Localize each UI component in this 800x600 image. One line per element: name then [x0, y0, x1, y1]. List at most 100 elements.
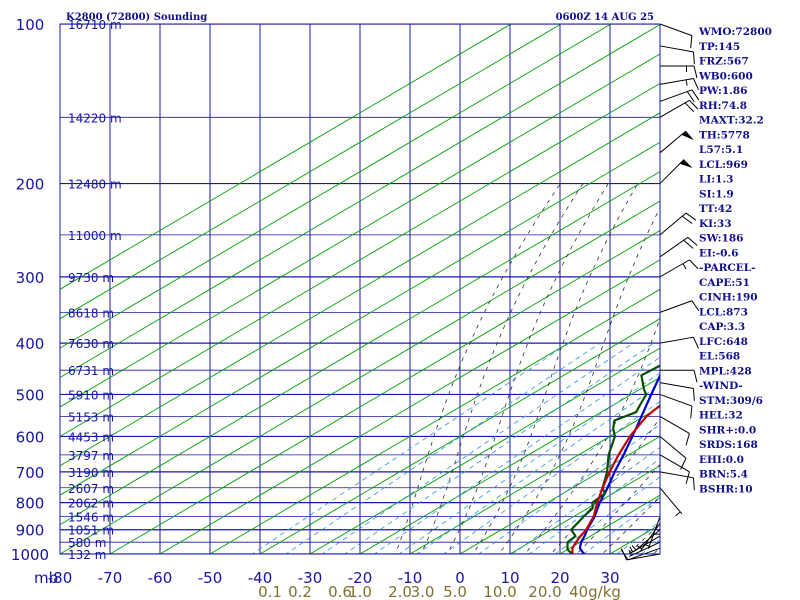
mixing-ratio-label: 10.0 [483, 583, 516, 600]
wind-barb [659, 454, 690, 484]
height-label: 9730 m [68, 271, 114, 285]
isotherm-line [409, 406, 660, 554]
wind-barb [659, 45, 695, 65]
mixing-ratio-line [442, 401, 660, 554]
mixing-ratio-label: 0.6 [328, 583, 352, 600]
barb-flag [689, 99, 699, 110]
sounding-profiles [566, 364, 660, 554]
isotherm-line [60, 24, 512, 290]
barb-staff [659, 300, 693, 313]
isotherm-line [60, 200, 660, 554]
moist-adiabat-line [601, 496, 660, 554]
isotherm-line [459, 435, 660, 554]
temperature-label: 20 [550, 569, 569, 587]
height-label: 7630 m [68, 337, 114, 351]
adiabat-lines [251, 183, 660, 554]
isotherm-line [60, 24, 612, 349]
mixing-ratio-line [285, 342, 601, 554]
mixing-ratio-label: 2.0 [388, 583, 412, 600]
barb-flag [690, 406, 693, 419]
wind-barb [659, 236, 698, 258]
barb-staff [659, 23, 693, 37]
index-item: TH:5778 [699, 129, 750, 141]
mixing-ratio-line [477, 424, 660, 554]
mixing-ratio-labels: 0.1 0.2 0.61.0 2.03.0 5.0 10.0 20.0 40g/kg [258, 583, 621, 600]
barb-staff [659, 45, 694, 53]
mixing-ratio-line [511, 446, 660, 554]
barb-half-flag [631, 545, 637, 551]
barb-pennant [681, 130, 694, 141]
wind-barb [659, 159, 693, 184]
temperature-label: -70 [98, 569, 123, 587]
barb-flag [690, 35, 693, 48]
barb-flag [620, 549, 629, 561]
height-labels: 16710 m 14220 m 12480 m 11000 m 9730 m 8618 m… [68, 18, 122, 562]
barb-flag [691, 300, 700, 312]
index-item: BRN:5.4 [699, 469, 748, 481]
wind-barb [659, 259, 699, 278]
wind-barb [631, 529, 661, 552]
isotherm-line [309, 347, 660, 554]
height-label: 11000 m [68, 229, 122, 243]
wind-barb [636, 522, 661, 552]
barb-staff [659, 454, 690, 473]
index-item: -WIND- [699, 380, 743, 392]
index-item: LCL:969 [699, 159, 748, 171]
height-label: 2062 m [68, 497, 114, 511]
height-label: 5153 m [68, 410, 114, 424]
barb-staff [626, 553, 661, 561]
barb-flag [693, 65, 698, 79]
index-item: PW:1.86 [699, 85, 747, 97]
mixing-ratio-line [321, 342, 634, 554]
height-label: 580 m [68, 536, 106, 550]
isotherm-line [509, 465, 660, 554]
pressure-label: 900 [16, 522, 45, 540]
pressure-label: 100 [16, 16, 45, 34]
isotherm-line [209, 288, 660, 554]
barb-staff [659, 436, 687, 459]
temperature-label: 10 [500, 569, 519, 587]
index-item: BSHR:10 [699, 483, 753, 495]
wind-barb [659, 300, 700, 313]
temperature-label: -50 [198, 569, 223, 587]
height-label: 3797 m [68, 449, 114, 463]
pressure-label: 700 [16, 464, 45, 482]
moist-adiabat-line [524, 317, 660, 554]
pressure-label: 500 [16, 386, 45, 404]
height-label: 12480 m [68, 178, 122, 192]
barb-staff [659, 259, 690, 278]
index-item: KI:33 [699, 218, 732, 230]
stability-indices: WMO:72800 TP:145 FRZ:567 WB0:600 PW:1.86 RH:7… [698, 26, 772, 495]
index-item: EI:-0.6 [699, 247, 738, 259]
isotherm-line [60, 53, 660, 408]
barb-flag [693, 336, 699, 349]
barb-half-flag [643, 543, 650, 547]
index-item: WMO:72800 [698, 26, 772, 38]
wind-barb [643, 516, 661, 549]
index-item: EL:568 [699, 351, 740, 363]
temperature-label: 0 [455, 569, 465, 587]
pressure-label: 1000 [11, 546, 49, 564]
wind-barbs [620, 23, 700, 561]
barb-flag [692, 388, 695, 401]
temperature-label: -10 [398, 569, 423, 587]
temperature-label: -80 [48, 569, 73, 587]
grid-lines [60, 24, 660, 554]
index-item: LCL:873 [699, 306, 748, 318]
barb-flag [692, 477, 695, 491]
barb-staff [659, 212, 687, 236]
pressure-label: 800 [16, 495, 45, 513]
height-label: 14220 m [68, 111, 122, 125]
temperature-label: -20 [348, 569, 373, 587]
isotherm-line [259, 318, 660, 554]
wind-barb [659, 393, 693, 419]
temperature-label: -40 [248, 569, 273, 587]
parcel-trace [578, 372, 660, 554]
barb-flag [692, 51, 695, 65]
temperature-label: -30 [298, 569, 323, 587]
index-item: CAP:3.3 [699, 321, 745, 333]
index-item: SW:186 [699, 233, 743, 245]
mixing-ratio-label: 0.2 [288, 583, 312, 600]
height-label: 5910 m [68, 388, 114, 402]
barb-half-flag [629, 546, 634, 553]
